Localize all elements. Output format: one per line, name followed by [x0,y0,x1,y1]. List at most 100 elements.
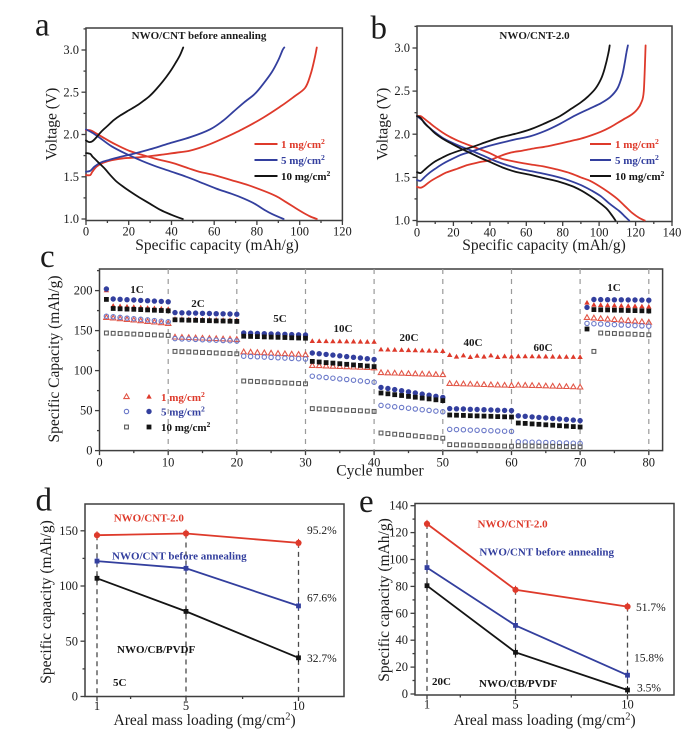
svg-text:20C: 20C [432,676,451,688]
svg-text:0: 0 [414,226,420,240]
svg-text:95.2%: 95.2% [307,525,337,537]
svg-text:NWO/CNT-2.0: NWO/CNT-2.0 [114,513,185,525]
svg-text:1C: 1C [607,282,621,294]
svg-text:1C: 1C [130,284,144,296]
svg-text:5C: 5C [273,313,287,325]
svg-text:60: 60 [208,225,221,239]
svg-text:1.5: 1.5 [63,170,79,184]
svg-text:10 mg/cm2: 10 mg/cm2 [161,420,211,434]
svg-text:2.0: 2.0 [63,128,79,142]
svg-text:e: e [359,484,374,520]
svg-text:32.7%: 32.7% [307,653,337,665]
svg-text:20C: 20C [400,332,419,344]
svg-text:c: c [40,239,55,275]
svg-text:Specific capacity (mAh/g): Specific capacity (mAh/g) [38,520,55,684]
svg-text:NWO/CB/PVDF: NWO/CB/PVDF [117,644,196,656]
svg-text:2C: 2C [191,298,205,310]
svg-text:0: 0 [402,687,408,701]
svg-text:120: 120 [389,526,408,540]
svg-text:60: 60 [505,456,518,470]
svg-text:3.0: 3.0 [63,43,79,57]
svg-text:40: 40 [396,633,409,647]
svg-text:67.6%: 67.6% [307,593,337,605]
svg-text:10: 10 [621,698,634,712]
svg-text:100: 100 [59,579,78,593]
svg-text:100: 100 [389,553,408,567]
svg-text:10 mg/cm2: 10 mg/cm2 [615,169,665,183]
svg-text:NWO/CNT before annealing: NWO/CNT before annealing [112,551,247,563]
svg-text:0: 0 [72,690,78,704]
svg-text:2.0: 2.0 [394,127,410,141]
svg-text:10C: 10C [334,323,353,335]
svg-text:Specific Capacity (mAh/g): Specific Capacity (mAh/g) [46,275,63,442]
svg-text:51.7%: 51.7% [636,602,666,614]
svg-text:40: 40 [484,226,497,240]
svg-text:5 mg/cm2: 5 mg/cm2 [615,153,659,167]
svg-text:0: 0 [86,444,92,458]
svg-text:70: 70 [574,456,587,470]
svg-text:100: 100 [74,364,93,378]
svg-text:20: 20 [122,225,135,239]
svg-text:10 mg/cm2: 10 mg/cm2 [281,169,331,183]
svg-text:5: 5 [512,698,518,712]
svg-text:5 mg/cm2: 5 mg/cm2 [281,153,325,167]
svg-text:1: 1 [94,699,100,713]
svg-text:120: 120 [333,225,352,239]
svg-text:3.0: 3.0 [394,41,410,55]
svg-text:20: 20 [396,660,409,674]
svg-text:80: 80 [396,579,409,593]
svg-text:0: 0 [96,456,102,470]
svg-text:30: 30 [299,456,312,470]
svg-text:20: 20 [447,226,460,240]
svg-text:60: 60 [396,606,409,620]
svg-text:d: d [36,483,53,519]
svg-text:80: 80 [643,456,656,470]
svg-text:NWO/CNT-2.0: NWO/CNT-2.0 [478,519,549,531]
svg-text:1: 1 [424,698,430,712]
svg-text:NWO/CNT before annealing: NWO/CNT before annealing [132,30,267,42]
svg-text:1.0: 1.0 [63,212,79,226]
svg-text:1 mg/cm2: 1 mg/cm2 [281,137,325,151]
svg-text:40C: 40C [464,337,483,349]
svg-text:40: 40 [368,456,381,470]
svg-text:1 mg/cm2: 1 mg/cm2 [615,137,659,151]
svg-text:Cycle number: Cycle number [336,463,424,480]
svg-text:1 mg/cm2: 1 mg/cm2 [161,390,205,404]
svg-text:b: b [371,11,388,47]
svg-text:1.0: 1.0 [394,214,410,228]
svg-text:Specific capacity (mAh/g): Specific capacity (mAh/g) [135,237,299,254]
svg-text:5: 5 [183,699,189,713]
svg-text:50: 50 [80,404,93,418]
svg-text:3.5%: 3.5% [637,683,661,695]
svg-text:NWO/CNT-2.0: NWO/CNT-2.0 [499,30,570,42]
svg-text:1.5: 1.5 [394,170,410,184]
svg-text:20: 20 [231,456,244,470]
svg-text:80: 80 [556,226,569,240]
svg-text:2.5: 2.5 [394,84,410,98]
svg-text:5 mg/cm2: 5 mg/cm2 [161,405,205,419]
svg-text:NWO/CB/PVDF: NWO/CB/PVDF [479,678,558,690]
svg-text:40: 40 [165,225,178,239]
svg-text:140: 140 [663,226,682,240]
svg-text:200: 200 [74,284,93,298]
svg-text:100: 100 [290,225,309,239]
svg-text:150: 150 [74,324,93,338]
svg-text:Areal mass loading (mg/cm2): Areal mass loading (mg/cm2) [454,712,636,730]
svg-text:100: 100 [590,226,609,240]
svg-text:NWO/CNT before annealing: NWO/CNT before annealing [479,547,614,559]
svg-text:Voltage (V): Voltage (V) [44,88,61,160]
svg-text:50: 50 [437,456,450,470]
svg-text:80: 80 [251,225,264,239]
svg-text:150: 150 [59,524,78,538]
svg-text:Specific capacity (mAh/g): Specific capacity (mAh/g) [462,237,626,254]
svg-text:140: 140 [389,499,408,513]
svg-text:Areal mass loading (mg/cm2): Areal mass loading (mg/cm2) [114,712,296,730]
svg-text:60: 60 [520,226,533,240]
svg-text:60C: 60C [534,342,553,354]
svg-text:Specific capacity (mAh/g): Specific capacity (mAh/g) [376,518,393,682]
svg-text:a: a [35,8,50,44]
svg-text:0: 0 [83,225,89,239]
svg-text:2.5: 2.5 [63,85,79,99]
svg-text:10: 10 [162,456,175,470]
svg-text:15.8%: 15.8% [634,653,664,665]
